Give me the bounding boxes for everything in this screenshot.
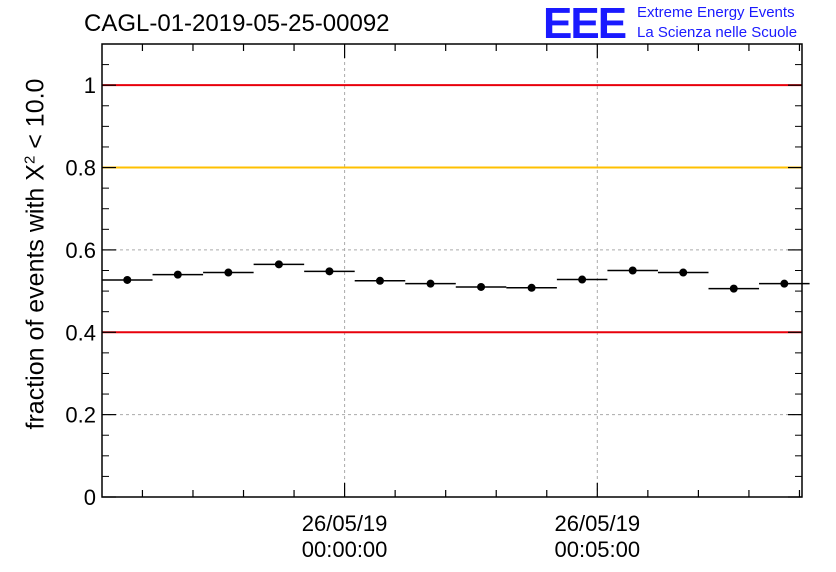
data-point	[729, 284, 738, 293]
eee-logo: EEE	[543, 0, 627, 48]
y-tick-label: 0.2	[65, 403, 96, 428]
data-point	[123, 275, 132, 284]
y-tick-label: 0.8	[65, 156, 96, 181]
x-tick-label-time: 00:00:00	[302, 537, 388, 562]
data-point	[325, 267, 334, 276]
data-point	[224, 268, 233, 277]
y-tick-label: 0.4	[65, 320, 96, 345]
data-point	[780, 279, 789, 288]
y-tick-label: 1	[84, 73, 96, 98]
x-tick-label-time: 00:05:00	[554, 537, 640, 562]
y-tick-label: 0	[84, 485, 96, 510]
data-point	[375, 276, 384, 285]
y-tick-label: 0.6	[65, 238, 96, 263]
x-tick-label-date: 26/05/19	[554, 511, 640, 536]
x-tick-label-date: 26/05/19	[302, 511, 388, 536]
plot-frame	[101, 43, 803, 498]
chart-title: CAGL-01-2019-05-25-00092	[84, 10, 390, 37]
data-point	[274, 260, 283, 269]
data-point	[426, 279, 435, 288]
data-point	[173, 270, 182, 279]
data-point	[628, 266, 637, 275]
data-point	[477, 282, 486, 291]
data-point	[578, 275, 587, 284]
logo-line-2: La Scienza nelle Scuole	[637, 24, 798, 41]
logo-line-1: Extreme Energy Events	[637, 4, 795, 21]
data-point	[527, 283, 536, 292]
data-point	[679, 268, 688, 277]
